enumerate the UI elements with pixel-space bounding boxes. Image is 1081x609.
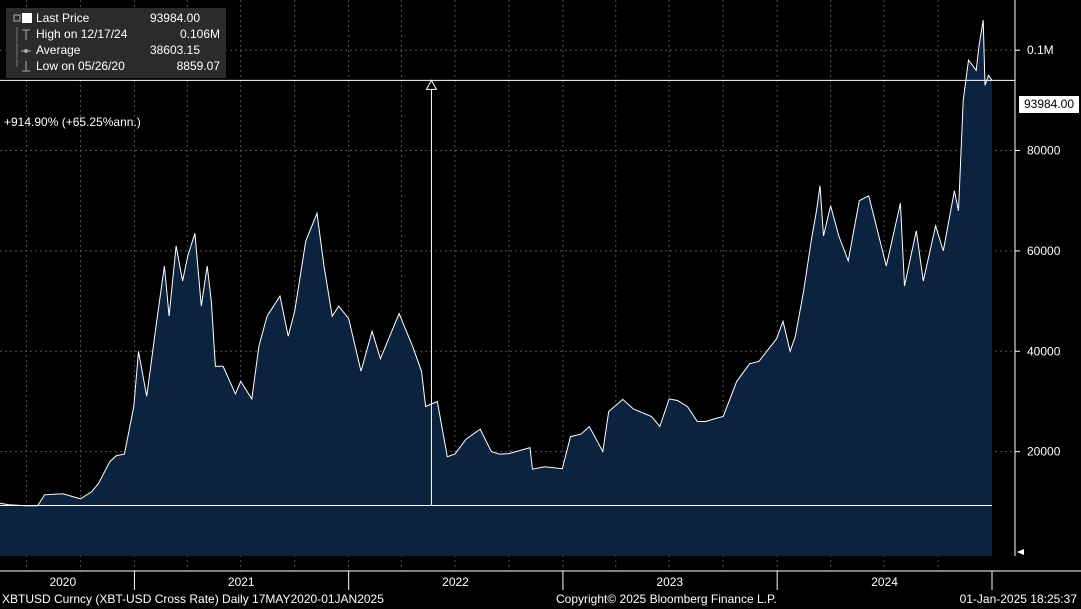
legend-last-label: Last Price (36, 11, 90, 25)
x-year-label: 2023 (656, 575, 683, 589)
price-line (0, 20, 993, 507)
legend-low: Low on 05/26/20 8859.07 (6, 59, 226, 74)
performance-annotation: +914.90% (+65.25%ann.) (4, 115, 141, 129)
footer-timestamp: 01-Jan-2025 18:25:37 (959, 592, 1077, 606)
last-price-axis-label: 93984.00 (1019, 96, 1079, 113)
arrow-head (425, 79, 438, 90)
y-tick-label: 60000 (1027, 244, 1061, 258)
y-tick-label: 0.1M (1027, 43, 1054, 57)
legend-last-value: 93984.00 (149, 11, 200, 25)
x-year-label: 2021 (228, 575, 255, 589)
x-axis-labels: 2020 2021 2022 2023 2024 (49, 571, 993, 590)
legend-average-label: Average (36, 43, 81, 57)
y-tick-label: 40000 (1027, 344, 1061, 358)
performance-arrow (425, 79, 438, 506)
legend-low-value: 8859.07 (176, 59, 220, 73)
y-tick-label: 20000 (1027, 445, 1061, 459)
legend-average-value: 38603.15 (149, 43, 200, 57)
legend-low-label: Low on 05/26/20 (36, 59, 125, 73)
average-marker-icon (12, 43, 32, 58)
x-year-label: 2024 (871, 575, 898, 589)
price-area-fill (0, 20, 992, 557)
legend-last-price[interactable]: Last Price 93984.00 (6, 11, 226, 26)
filled-square-icon (12, 11, 32, 26)
legend-high-label: High on 12/17/24 (36, 27, 128, 41)
axis-pointer-icon (1017, 549, 1024, 555)
low-marker-icon (12, 59, 32, 74)
legend-average: Average 38603.15 (6, 43, 226, 58)
legend-high: High on 12/17/24 0.106M (6, 27, 226, 42)
footer-copyright: Copyright© 2025 Bloomberg Finance L.P. (556, 592, 777, 606)
reference-lines (0, 79, 1015, 507)
x-year-label: 2020 (49, 575, 76, 589)
y-tick-label: 80000 (1027, 144, 1061, 158)
x-year-label: 2022 (442, 575, 469, 589)
legend-panel: Last Price 93984.00 High on 12/17/24 0.1… (6, 8, 226, 78)
footer-ticker-info: XBTUSD Curncy (XBT-USD Cross Rate) Daily… (2, 592, 384, 606)
legend-high-value: 0.106M (179, 27, 220, 41)
high-marker-icon (12, 27, 32, 42)
y-axis-ticks: 20000 40000 60000 80000 0.1M (1015, 43, 1061, 555)
